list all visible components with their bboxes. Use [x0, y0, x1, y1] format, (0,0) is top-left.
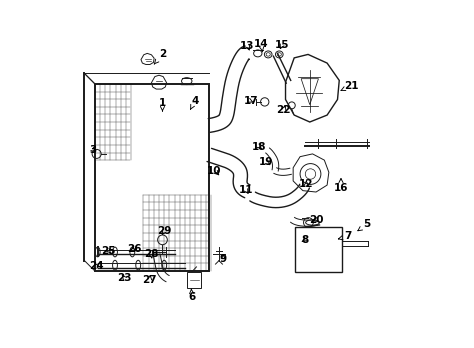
Text: 25: 25	[101, 246, 116, 256]
Text: 20: 20	[310, 215, 324, 225]
Text: 4: 4	[191, 96, 199, 109]
Text: 7: 7	[338, 231, 352, 242]
Text: 8: 8	[301, 235, 308, 245]
Text: 12: 12	[299, 180, 314, 189]
Text: 2: 2	[154, 49, 166, 64]
Text: 14: 14	[254, 39, 269, 52]
Text: 21: 21	[341, 81, 359, 90]
Text: 11: 11	[238, 184, 253, 195]
Text: 27: 27	[142, 275, 157, 285]
Text: 24: 24	[89, 261, 104, 271]
Text: 3: 3	[90, 145, 97, 155]
Text: 18: 18	[252, 142, 267, 152]
Text: 15: 15	[275, 40, 289, 50]
Text: 16: 16	[334, 179, 348, 193]
Text: 13: 13	[240, 41, 255, 51]
Text: 23: 23	[117, 273, 132, 283]
Text: 1: 1	[159, 98, 166, 111]
Text: 9: 9	[219, 254, 227, 264]
Bar	[295, 227, 342, 272]
Bar	[187, 272, 201, 288]
Text: 6: 6	[188, 289, 196, 302]
Text: 26: 26	[128, 244, 142, 254]
Text: 22: 22	[276, 105, 291, 115]
Text: 19: 19	[259, 157, 273, 167]
Text: 17: 17	[244, 96, 258, 106]
Text: 10: 10	[207, 166, 222, 175]
Text: 5: 5	[358, 219, 371, 231]
Text: 28: 28	[144, 250, 158, 259]
Text: 29: 29	[157, 226, 172, 236]
